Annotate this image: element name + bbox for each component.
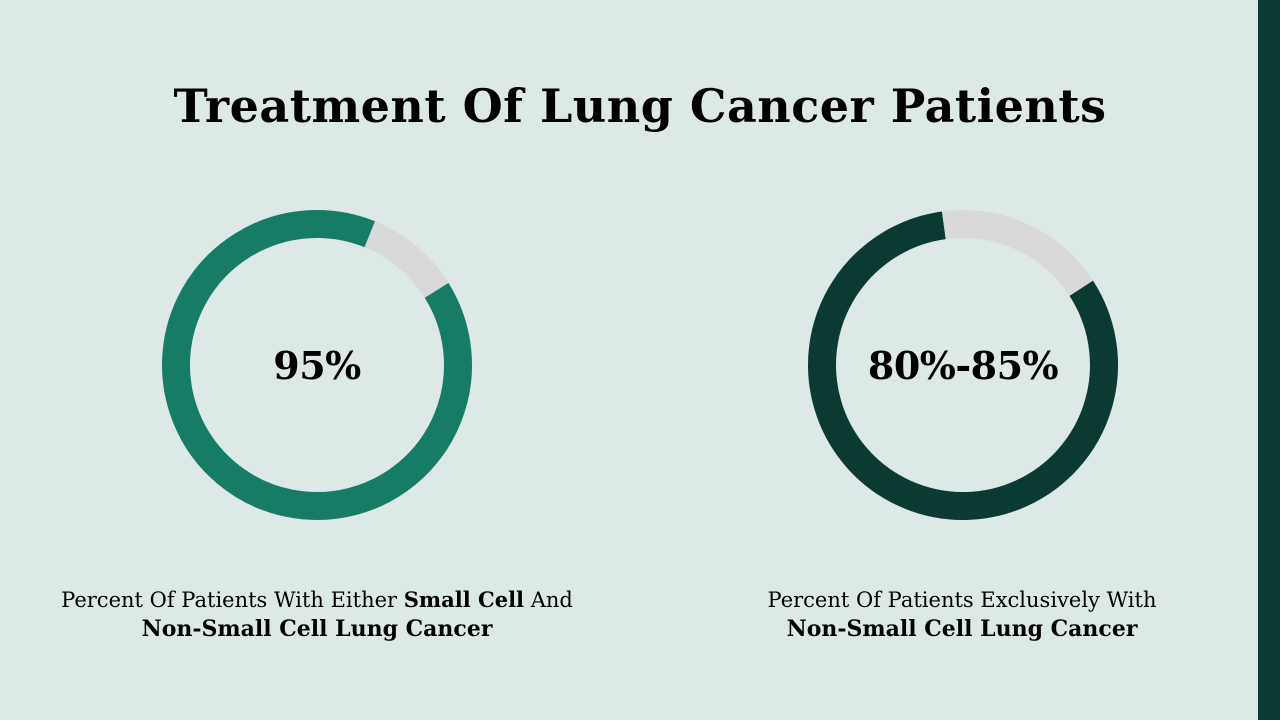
donut-1-segment-remainder	[364, 221, 449, 299]
slide-title: Treatment Of Lung Cancer Patients	[173, 79, 1107, 133]
caption-1-text-c: And	[524, 588, 573, 612]
right-accent-bar	[1258, 0, 1280, 720]
donut-chart-2-svg	[808, 210, 1118, 520]
caption-1-text-a: Percent Of Patients With Either	[61, 588, 404, 612]
donut-2-segment-remainder	[941, 210, 1093, 297]
caption-1-text-bold: Small Cell	[403, 587, 525, 612]
caption-2-line-2: Non-Small Cell Lung Cancer	[786, 616, 1138, 642]
donut-chart-1-value: 95%	[273, 342, 361, 388]
caption-2-text-a: Percent Of Patients Exclusively With	[767, 588, 1157, 612]
donut-chart-1: 95%	[157, 205, 477, 525]
donut-chart-2: 80%-85%	[803, 205, 1123, 525]
donut-chart-1-svg	[162, 210, 472, 520]
donut-1-segment-main	[162, 210, 472, 520]
donut-chart-2-caption: Percent Of Patients Exclusively With Non…	[662, 585, 1262, 644]
donut-chart-1-caption: Percent Of Patients With Either Small Ce…	[17, 585, 617, 644]
caption-1-line-2: Non-Small Cell Lung Cancer	[141, 616, 493, 642]
donut-chart-2-value: 80%-85%	[867, 342, 1059, 388]
caption-2-line-1: Percent Of Patients Exclusively With	[662, 585, 1262, 615]
donut-2-segment-main	[808, 211, 1118, 520]
caption-1-line-1: Percent Of Patients With Either Small Ce…	[17, 585, 617, 615]
